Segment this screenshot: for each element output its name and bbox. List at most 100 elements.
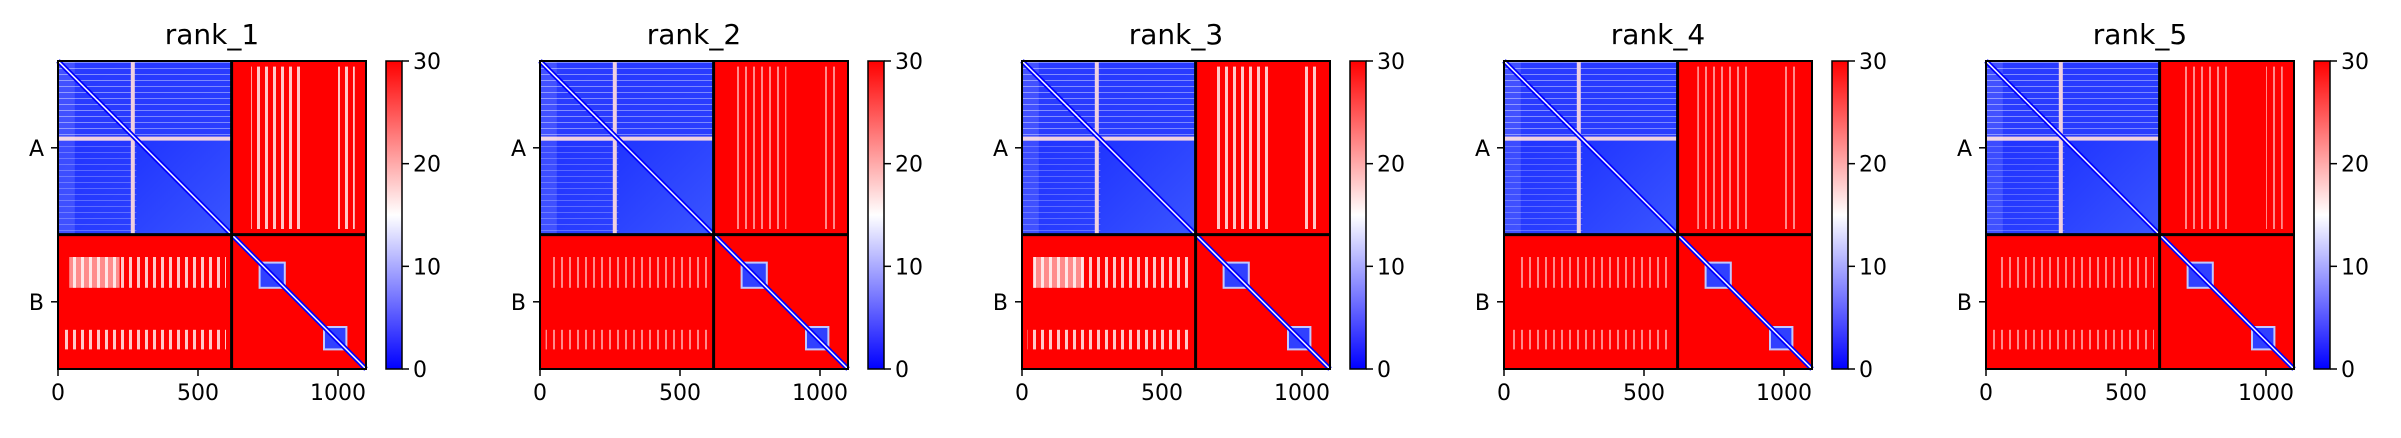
colorbar-tick-label: 30 <box>895 50 923 75</box>
aa-left-stripes <box>1022 61 1101 235</box>
heatmap-frame <box>1021 60 1331 370</box>
x-tick-label: 0 <box>51 381 65 406</box>
ba-bright-patch <box>1033 257 1084 288</box>
aa-left-edge <box>1504 61 1521 235</box>
x-tick-label: 0 <box>1497 381 1511 406</box>
x-tick-label: 1000 <box>2238 381 2294 406</box>
colorbar-tick-label: 10 <box>2341 255 2369 280</box>
chain-label-B: B <box>1957 291 1972 316</box>
aa-vertical-gap <box>1576 61 1581 235</box>
x-tick-label: 1000 <box>792 381 848 406</box>
heatmap-frame <box>539 60 849 370</box>
ba-stripes-2 <box>1509 329 1672 350</box>
x-tick-label: 0 <box>1979 381 1993 406</box>
aa-horizontal-gap <box>1504 136 1678 141</box>
colorbar-tick-label: 0 <box>895 358 909 383</box>
aa-vertical-gap <box>130 61 135 235</box>
colorbar-tick-label: 0 <box>413 358 427 383</box>
colorbar-tick-label: 20 <box>1377 153 1405 178</box>
panel-title: rank_1 <box>165 18 259 51</box>
panel-title: rank_2 <box>647 18 741 51</box>
colorbar-tick-label: 20 <box>413 153 441 178</box>
x-tick-label: 1000 <box>1756 381 1812 406</box>
heatmap-frame <box>1503 60 1813 370</box>
ba-stripes-2 <box>1027 329 1190 350</box>
chain-label-B: B <box>29 291 44 316</box>
chain-label-A: A <box>1475 137 1490 162</box>
panel-title: rank_3 <box>1129 18 1223 51</box>
heatmap-panel-5: rank_5 A B 0 500 1000 0 10 20 30 <box>1957 18 2369 406</box>
ab-stripes-1 <box>1215 66 1269 229</box>
colorbar-tick-label: 0 <box>2341 358 2355 383</box>
heatmap-panel-1: rank_1 A B 0 500 1000 0 10 20 30 <box>29 18 441 406</box>
colorbar-tick-label: 10 <box>1377 255 1405 280</box>
ab-stripes-2 <box>338 66 355 229</box>
aa-left-stripes <box>540 61 619 235</box>
colorbar-tick-label: 10 <box>895 255 923 280</box>
ab-stripes-2 <box>820 66 837 229</box>
ba-stripes-2 <box>1991 329 2154 350</box>
colorbar-tick-label: 30 <box>2341 50 2369 75</box>
diagonal-highlight <box>1985 60 2295 370</box>
x-tick-label: 0 <box>533 381 547 406</box>
ba-bright-patch <box>69 257 120 288</box>
chain-label-A: A <box>29 137 44 162</box>
diagonal-highlight <box>1503 60 1813 370</box>
colorbar <box>867 60 885 370</box>
x-tick-label: 500 <box>1141 381 1183 406</box>
heatmap-panel-2: rank_2 A B 0 500 1000 0 10 20 30 <box>511 18 923 406</box>
x-tick-label: 500 <box>2105 381 2147 406</box>
heatmap-panel-4: rank_4 A B 0 500 1000 0 10 20 30 <box>1475 18 1887 406</box>
ab-stripes-1 <box>733 66 787 229</box>
aa-left-stripes <box>1504 61 1583 235</box>
ba-stripes-2 <box>545 329 708 350</box>
aa-left-edge <box>1022 61 1039 235</box>
ab-stripes-2 <box>1784 66 1801 229</box>
aa-left-stripes <box>1986 61 2065 235</box>
diagonal-highlight <box>539 60 849 370</box>
colorbar <box>1349 60 1367 370</box>
ba-stripes-1 <box>1515 257 1672 288</box>
colorbar-tick-label: 10 <box>1859 255 1887 280</box>
colorbar-tick-label: 30 <box>413 50 441 75</box>
aa-horizontal-gap <box>1022 136 1196 141</box>
colorbar-tick-label: 20 <box>1859 153 1887 178</box>
aa-left-stripes <box>58 61 137 235</box>
colorbar-tick-label: 30 <box>1377 50 1405 75</box>
ba-stripes-1 <box>551 257 708 288</box>
x-tick-label: 1000 <box>1274 381 1330 406</box>
x-tick-label: 500 <box>1623 381 1665 406</box>
chain-label-B: B <box>993 291 1008 316</box>
colorbar <box>385 60 403 370</box>
ab-stripes-1 <box>251 66 305 229</box>
colorbar-tick-label: 30 <box>1859 50 1887 75</box>
aa-left-edge <box>540 61 557 235</box>
ba-stripes-1 <box>1997 257 2154 288</box>
panel-title: rank_4 <box>1611 18 1705 51</box>
chain-label-B: B <box>511 291 526 316</box>
aa-horizontal-gap <box>58 136 232 141</box>
colorbar-tick-label: 0 <box>1377 358 1391 383</box>
heatmap-frame <box>1985 60 2295 370</box>
ab-stripes-1 <box>2179 66 2233 229</box>
ab-stripes-1 <box>1697 66 1751 229</box>
aa-vertical-gap <box>1094 61 1099 235</box>
aa-left-edge <box>1986 61 2003 235</box>
colorbar-tick-label: 0 <box>1859 358 1873 383</box>
x-tick-label: 500 <box>659 381 701 406</box>
colorbar-tick-label: 20 <box>2341 153 2369 178</box>
aa-vertical-gap <box>612 61 617 235</box>
panel-title: rank_5 <box>2093 18 2187 51</box>
colorbar <box>1831 60 1849 370</box>
x-tick-label: 500 <box>177 381 219 406</box>
chain-label-A: A <box>993 137 1008 162</box>
x-tick-label: 1000 <box>310 381 366 406</box>
heatmap-frame <box>57 60 367 370</box>
colorbar <box>2313 60 2331 370</box>
diagonal-highlight <box>1021 60 1331 370</box>
aa-vertical-gap <box>2058 61 2063 235</box>
x-tick-label: 0 <box>1015 381 1029 406</box>
chain-label-A: A <box>1957 137 1972 162</box>
diagonal-highlight <box>57 60 367 370</box>
